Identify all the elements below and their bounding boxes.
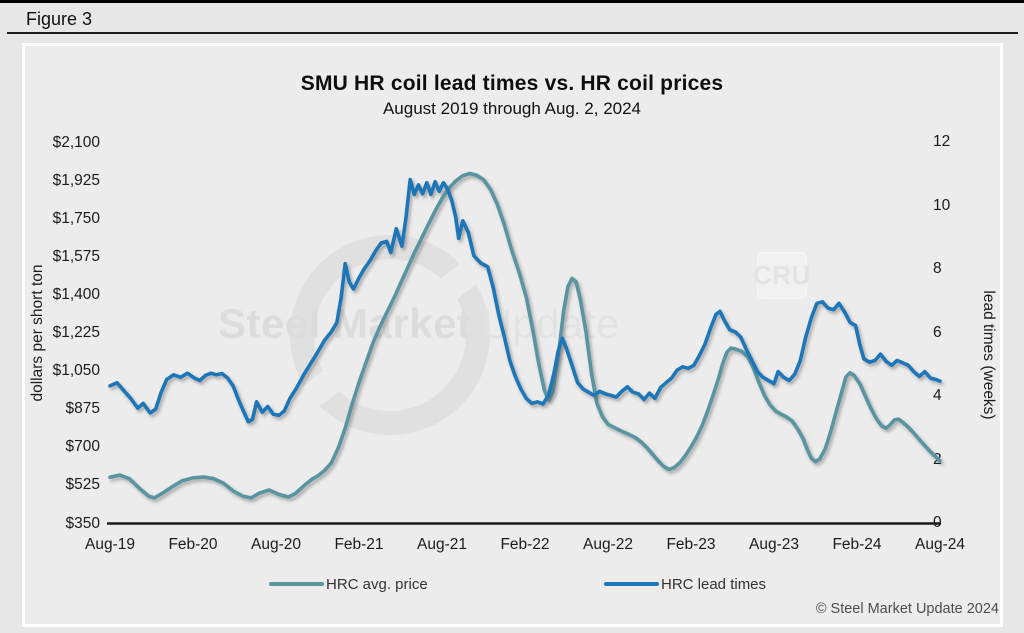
cru-logo-watermark: CRU (753, 252, 810, 299)
chart-subtitle: August 2019 through Aug. 2, 2024 (382, 99, 642, 118)
y-left-tick-7: $875 (65, 400, 100, 418)
x-tick-6: Aug-22 (583, 536, 633, 553)
hrc-avg-price-line (108, 171, 942, 500)
y-left-tick-6: $1,050 (52, 362, 100, 380)
legend-swatch-lead (604, 581, 659, 587)
smu-watermark-text: Steel Market Update (218, 303, 620, 345)
y-right-tick-1: 10 (933, 196, 951, 214)
legend-item-hrc-lead-times: HRC lead times (604, 575, 766, 593)
x-tick-2: Aug-20 (251, 536, 301, 553)
y-right-tick-3: 6 (933, 323, 942, 341)
x-tick-7: Feb-23 (666, 536, 716, 553)
x-tick-5: Feb-22 (500, 536, 550, 553)
chart-panel (22, 43, 1003, 627)
x-tick-9: Feb-24 (832, 536, 882, 553)
x-tick-0: Aug-19 (85, 536, 135, 553)
y-right-tick-2: 8 (933, 260, 942, 277)
y-left-tick-10: $350 (65, 514, 100, 532)
legend-swatch-price (269, 581, 324, 587)
legend-item-hrc-avg-price: HRC avg. price (269, 575, 428, 593)
y-left-tick-3: $1,575 (52, 247, 100, 265)
figure-rule (7, 32, 1018, 34)
y-left-tick-9: $525 (65, 476, 100, 494)
y-left-tick-4: $1,400 (52, 285, 100, 303)
y-left-tick-8: $700 (65, 438, 100, 456)
legend-label-price: HRC avg. price (326, 575, 428, 593)
x-tick-1: Feb-20 (168, 536, 218, 553)
y-right-tick-0: 12 (933, 133, 951, 150)
y-left-tick-1: $1,925 (52, 171, 100, 189)
y-left-tick-0: $2,100 (52, 133, 100, 151)
window-top-edge (0, 0, 1024, 3)
chart-title: SMU HR coil lead times vs. HR coil price… (300, 72, 724, 95)
figure-label: Figure 3 (26, 9, 93, 29)
y-left-tick-5: $1,225 (52, 324, 100, 341)
legend-label-lead: HRC lead times (661, 575, 767, 593)
smu-watermark-bold: Steel Market (218, 300, 472, 347)
y-left-tick-2: $1,750 (52, 209, 100, 227)
hrc-lead-times-line (108, 177, 942, 424)
y-right-tick-4: 4 (933, 387, 942, 404)
x-tick-4: Aug-21 (417, 536, 467, 553)
cru-logo-text: CRU (753, 260, 811, 290)
x-tick-8: Aug-23 (749, 536, 799, 553)
copyright-notice: © Steel Market Update 2024 (815, 601, 999, 617)
x-tick-10: Aug-24 (915, 536, 965, 553)
x-tick-3: Feb-21 (334, 536, 384, 553)
